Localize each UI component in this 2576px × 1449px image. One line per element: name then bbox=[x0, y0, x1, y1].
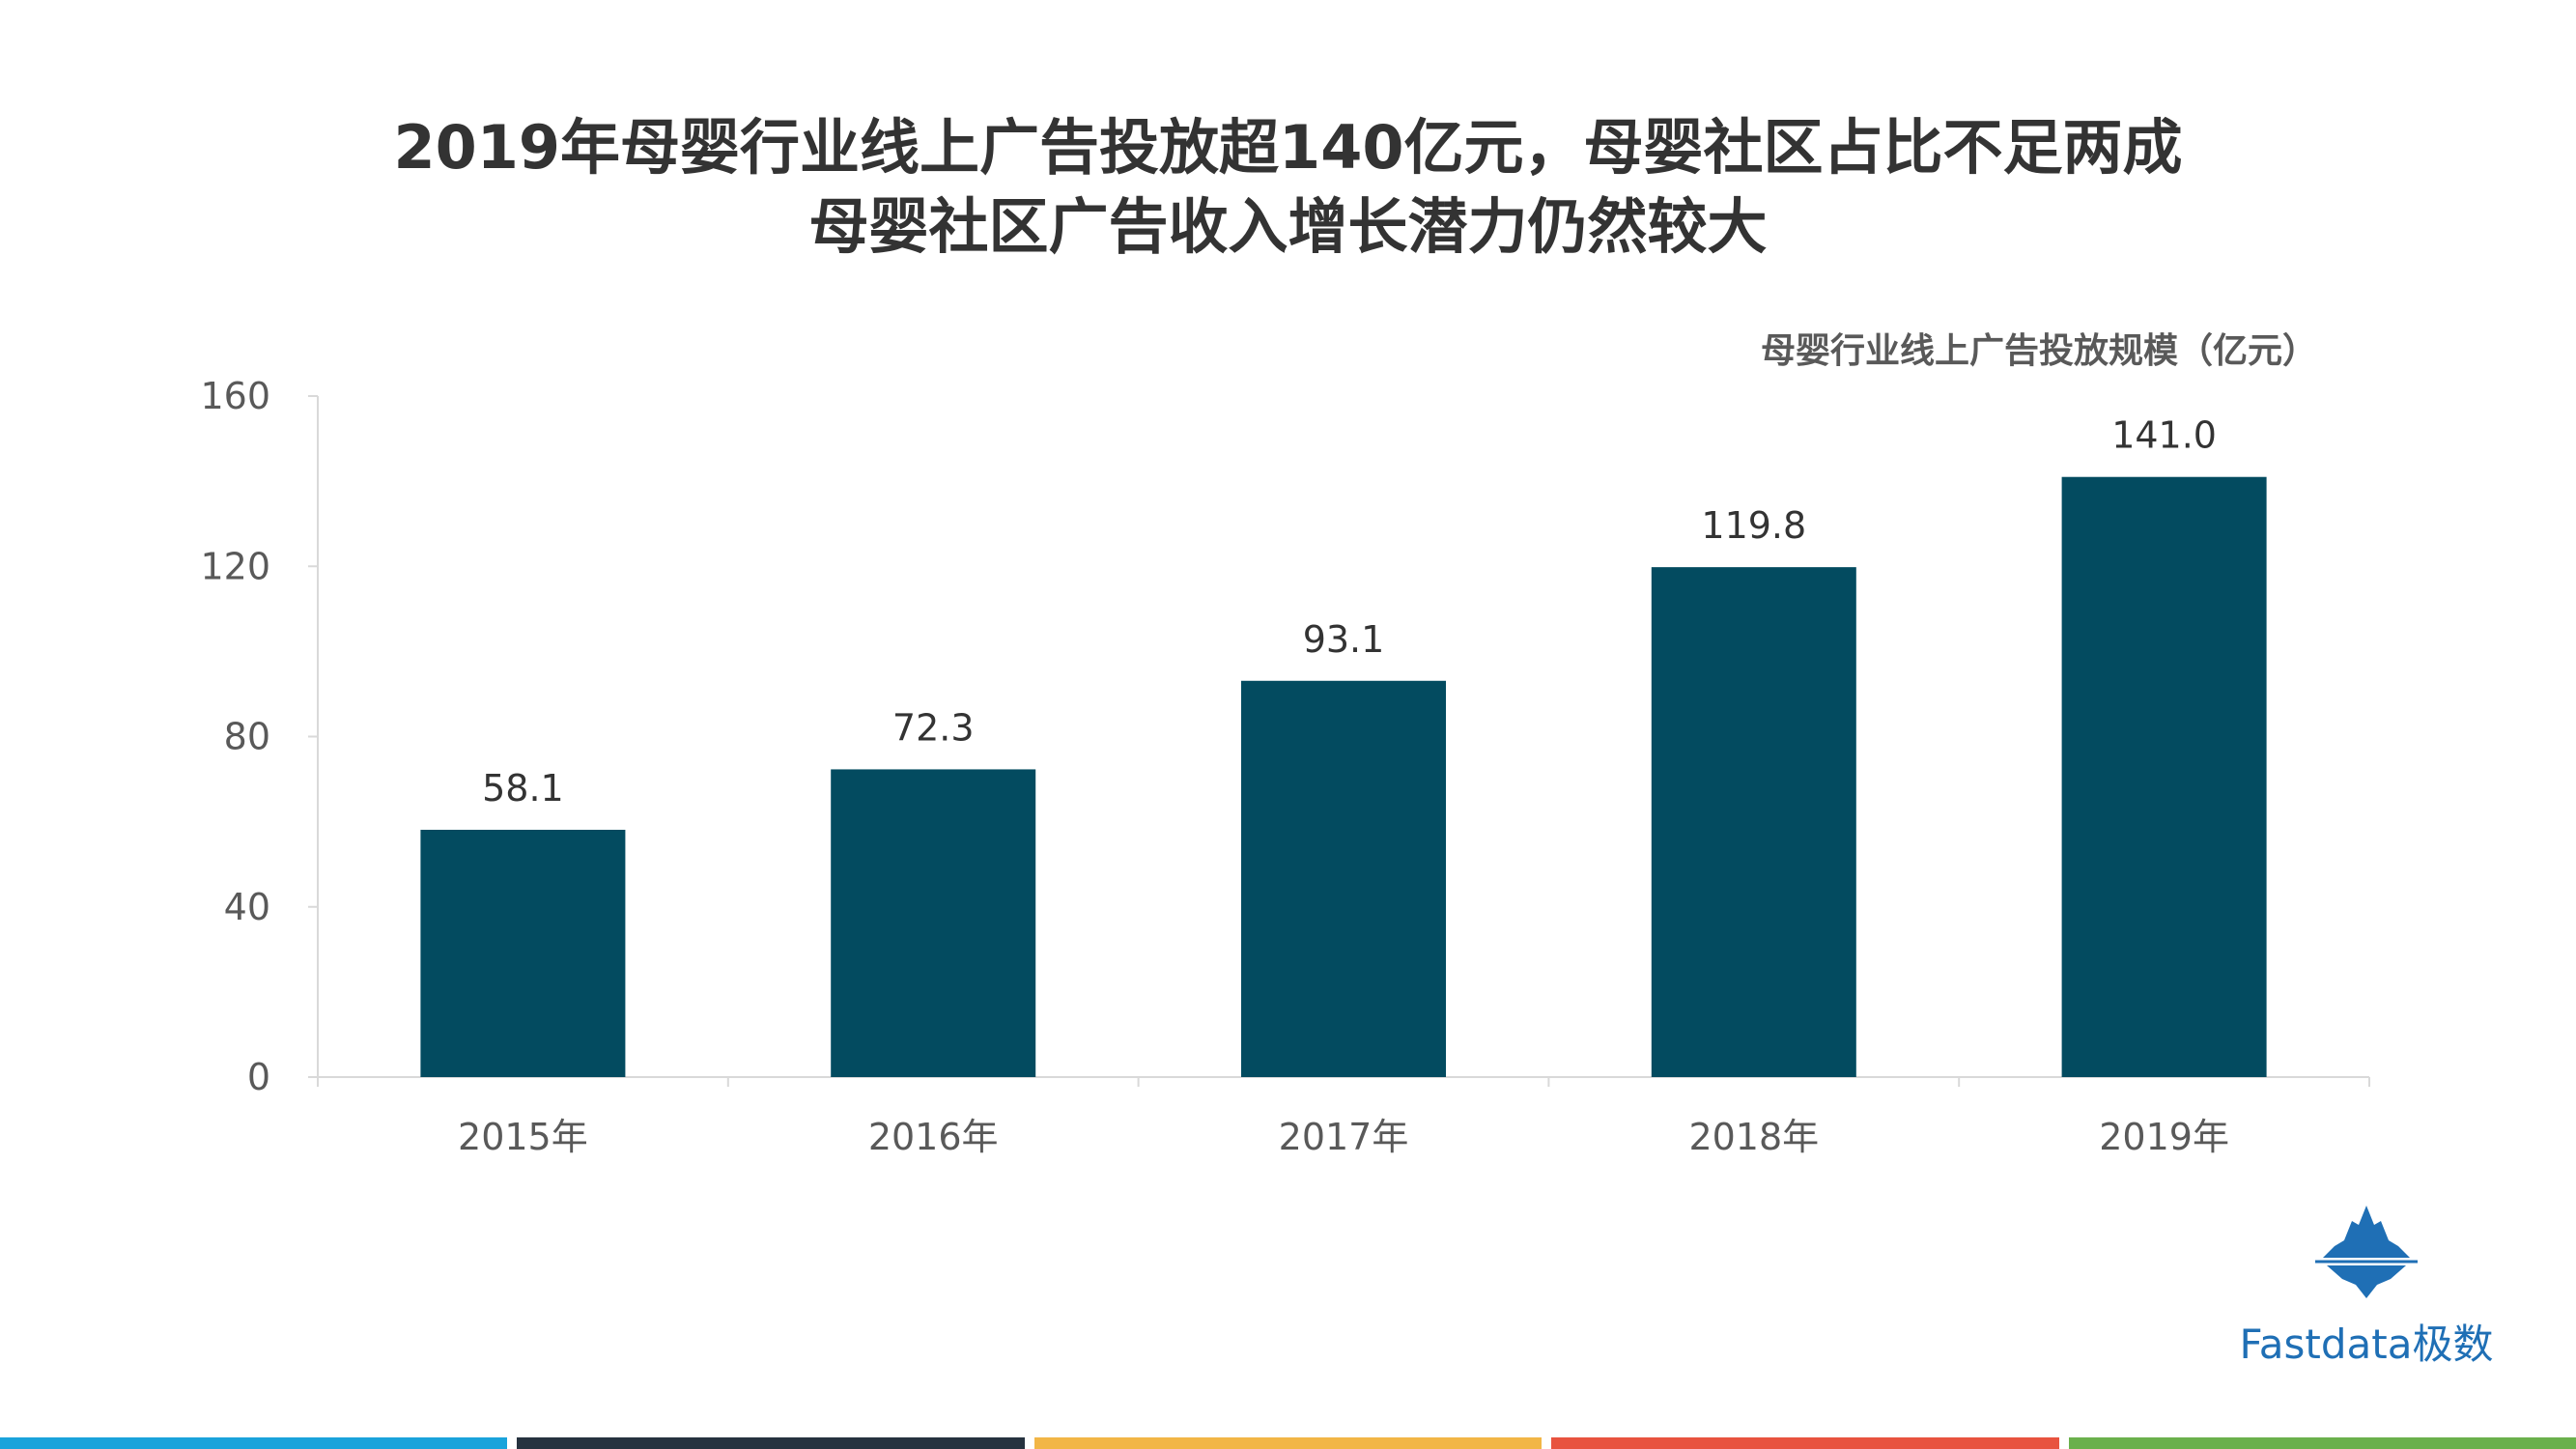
y-tick-label: 160 bbox=[200, 375, 270, 417]
x-tick-label: 2017年 bbox=[1279, 1116, 1409, 1158]
bar bbox=[1241, 680, 1446, 1077]
bar bbox=[420, 829, 626, 1077]
chart-title: 2019年母婴行业线上广告投放超140亿元，母婴社区占比不足两成 母婴社区广告收… bbox=[0, 108, 2576, 267]
iceberg-icon bbox=[2315, 1206, 2418, 1298]
data-label: 93.1 bbox=[1303, 618, 1385, 661]
brand-logo: Fastdata极数 bbox=[2222, 1198, 2511, 1371]
footer-color-segment bbox=[0, 1437, 508, 1449]
bar bbox=[2061, 476, 2267, 1077]
y-tick-label: 0 bbox=[247, 1056, 270, 1098]
data-label: 72.3 bbox=[892, 706, 975, 749]
footer-color-segment bbox=[1551, 1437, 2059, 1449]
data-label: 119.8 bbox=[1701, 504, 1806, 547]
bar bbox=[1651, 567, 1856, 1077]
logo-text: Fastdata极数 bbox=[2239, 1321, 2494, 1368]
x-tick-label: 2015年 bbox=[458, 1116, 588, 1158]
y-tick-label: 80 bbox=[224, 716, 270, 758]
footer-color-segment bbox=[2068, 1437, 2576, 1449]
data-label: 141.0 bbox=[2111, 414, 2217, 457]
title-line-1: 2019年母婴行业线上广告投放超140亿元，母婴社区占比不足两成 bbox=[393, 112, 2183, 183]
footer-color-segment bbox=[517, 1437, 1025, 1449]
bar bbox=[831, 769, 1036, 1077]
data-label: 58.1 bbox=[482, 767, 564, 810]
footer-color-segment bbox=[1033, 1437, 1543, 1449]
title-line-2: 母婴社区广告收入增长潜力仍然较大 bbox=[808, 191, 1768, 262]
x-tick-label: 2016年 bbox=[868, 1116, 999, 1158]
series-caption: 母婴行业线上广告投放规模（亿元） bbox=[1760, 331, 2317, 371]
y-tick-label: 120 bbox=[200, 545, 270, 587]
x-tick-label: 2019年 bbox=[2099, 1116, 2229, 1158]
x-tick-label: 2018年 bbox=[1688, 1116, 1819, 1158]
y-tick-label: 40 bbox=[224, 886, 270, 928]
footer-color-strip bbox=[0, 1437, 2576, 1449]
